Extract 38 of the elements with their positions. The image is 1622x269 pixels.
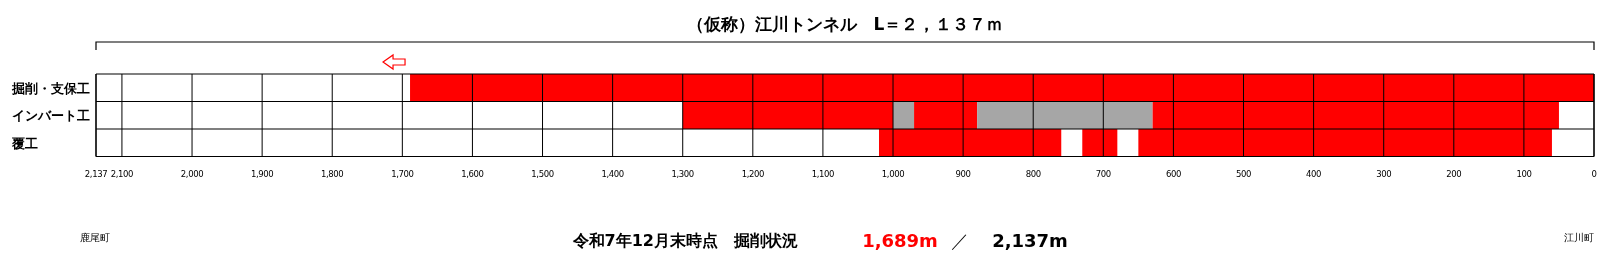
chart-title: （仮称）江川トンネル L＝２，１３７ｍ — [686, 14, 1004, 34]
bar — [879, 129, 1062, 157]
x-tick-label: 2,000 — [180, 168, 204, 179]
x-tick-label: 600 — [1165, 168, 1181, 179]
y-tick-label: 掘削・支保工 — [11, 80, 90, 96]
bar — [1138, 129, 1552, 157]
x-tick-label: 1,700 — [391, 168, 414, 179]
x-tick-label: 1,200 — [741, 168, 764, 179]
x-tick-label: 1,600 — [461, 168, 484, 179]
text: 令和7年12月末時点 掘削状況 — [571, 231, 798, 250]
text: ／ — [951, 230, 969, 251]
bar — [893, 101, 915, 129]
x-tick-label: 2,137 — [84, 168, 108, 179]
x-tick-label: 1,500 — [531, 168, 554, 179]
x-tick-label: 700 — [1095, 168, 1111, 179]
text: 江川町 — [1564, 232, 1594, 243]
x-tick-label: 500 — [1235, 168, 1252, 179]
x-tick-label: 200 — [1446, 168, 1462, 179]
x-tick-label: 1,800 — [321, 168, 344, 179]
x-tick-label: 400 — [1306, 168, 1322, 179]
y-tick-label: インバート工 — [12, 108, 90, 124]
bar — [1082, 129, 1118, 157]
x-tick-label: 1,900 — [250, 168, 274, 179]
x-tick-label: 1,400 — [601, 168, 624, 179]
x-tick-label: 300 — [1376, 168, 1392, 179]
x-tick-label: 800 — [1025, 168, 1041, 179]
x-tick-label: 900 — [955, 168, 971, 179]
x-tick-label: 1,300 — [671, 168, 694, 179]
x-tick-label: 100 — [1516, 168, 1532, 179]
text: 鹿尾町 — [80, 232, 110, 243]
text: 1,689m — [862, 230, 938, 251]
x-tick-label: 2,100 — [110, 168, 134, 179]
x-tick-label: 1,100 — [811, 168, 835, 179]
bar — [977, 101, 1153, 129]
text: 2,137m — [992, 230, 1068, 251]
y-tick-label: 覆工 — [11, 135, 38, 151]
x-tick-label: 1,000 — [881, 168, 905, 179]
x-tick-label: 0 — [1591, 168, 1597, 179]
